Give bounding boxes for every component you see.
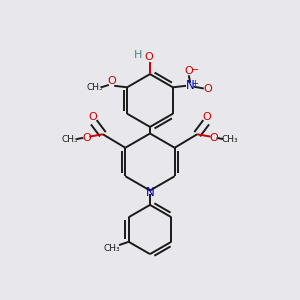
Text: +: +	[191, 79, 198, 88]
Text: O: O	[145, 52, 154, 62]
Text: CH₃: CH₃	[86, 83, 103, 92]
Text: O: O	[202, 112, 211, 122]
Text: −: −	[191, 64, 199, 75]
Text: CH₃: CH₃	[103, 244, 120, 253]
Text: CH₃: CH₃	[62, 135, 78, 144]
Text: N: N	[186, 79, 195, 92]
Text: O: O	[107, 76, 116, 86]
Text: O: O	[203, 84, 212, 94]
Text: N: N	[146, 186, 154, 199]
Text: O: O	[209, 133, 218, 143]
Text: H: H	[134, 50, 142, 60]
Text: O: O	[89, 112, 98, 122]
Text: O: O	[82, 133, 91, 143]
Text: O: O	[184, 66, 193, 76]
Text: CH₃: CH₃	[222, 135, 238, 144]
